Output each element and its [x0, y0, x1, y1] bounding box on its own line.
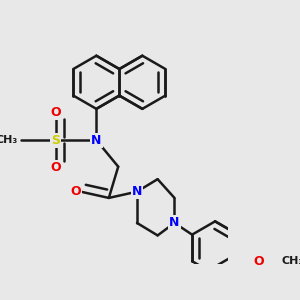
- Text: O: O: [50, 161, 61, 174]
- Text: N: N: [91, 134, 101, 147]
- Text: O: O: [71, 185, 81, 198]
- Text: CH₃: CH₃: [282, 256, 300, 266]
- Text: O: O: [253, 255, 264, 268]
- Text: O: O: [50, 106, 61, 119]
- Text: N: N: [132, 185, 142, 198]
- Text: N: N: [169, 216, 180, 230]
- Text: CH₃: CH₃: [0, 135, 18, 145]
- Text: S: S: [51, 134, 60, 147]
